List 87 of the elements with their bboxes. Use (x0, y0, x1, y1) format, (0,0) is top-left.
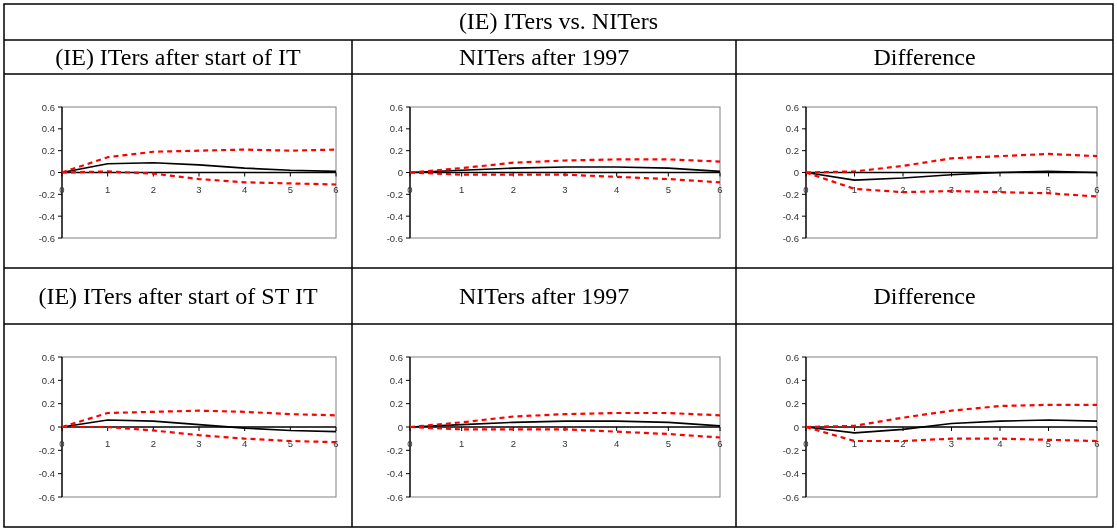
x-tick-label: 1 (105, 183, 111, 195)
y-tick-label: -0.6 (386, 491, 403, 503)
x-tick-label: 4 (614, 438, 620, 449)
x-tick-label: 1 (459, 438, 465, 449)
y-tick-label: -0.6 (782, 232, 799, 244)
y-tick-label: -0.4 (386, 210, 403, 222)
y-tick-label: 0.2 (389, 398, 403, 410)
y-tick-label: 0.2 (389, 145, 403, 157)
x-tick-label: 1 (851, 183, 858, 195)
chart-title: Difference (873, 283, 976, 309)
y-tick-label: -0.6 (38, 232, 55, 244)
chart-title: (IE) ITers after start of IT (55, 44, 302, 70)
y-tick-label: 0 (397, 167, 403, 178)
x-tick-label: 6 (333, 183, 339, 195)
y-tick-label: 0.4 (389, 123, 403, 135)
x-tick-label: 1 (851, 438, 858, 449)
chart-title: Difference (873, 44, 976, 70)
y-tick-label: 0.6 (389, 101, 403, 113)
x-tick-label: 2 (900, 438, 906, 449)
x-tick-label: 0 (59, 438, 65, 449)
y-tick-label: 0.4 (41, 374, 55, 386)
y-tick-label: -0.6 (782, 491, 799, 503)
x-tick-label: 0 (407, 438, 413, 449)
y-tick-label: 0.6 (41, 351, 55, 363)
x-tick-label: 4 (997, 438, 1003, 449)
y-tick-label: -0.4 (386, 468, 403, 480)
chart-title: (IE) ITers after start of ST IT (38, 283, 318, 309)
x-tick-label: 0 (407, 183, 413, 195)
x-tick-label: 3 (196, 438, 202, 449)
y-tick-label: 0.2 (41, 398, 55, 410)
y-tick-label: 0 (49, 421, 55, 433)
y-tick-label: 0.4 (41, 123, 55, 135)
x-tick-label: 1 (105, 438, 111, 449)
y-tick-label: 0 (49, 167, 55, 178)
x-tick-label: 5 (287, 183, 293, 195)
x-tick-label: 5 (665, 183, 671, 195)
x-tick-label: 4 (242, 183, 248, 195)
x-tick-label: 4 (614, 183, 620, 195)
x-tick-label: 4 (242, 438, 248, 449)
y-tick-label: -0.2 (386, 188, 403, 200)
x-tick-label: 6 (1094, 438, 1100, 449)
y-tick-label: 0 (793, 167, 799, 178)
y-tick-label: -0.4 (38, 210, 55, 222)
x-tick-label: 3 (562, 183, 568, 195)
y-tick-label: 0.6 (785, 351, 799, 363)
y-tick-label: 0 (397, 421, 403, 433)
y-tick-label: 0.6 (389, 351, 403, 363)
x-tick-label: 6 (717, 438, 723, 449)
y-tick-label: -0.2 (782, 444, 799, 456)
y-tick-label: 0.4 (785, 123, 799, 135)
y-tick-label: -0.2 (38, 444, 55, 456)
x-tick-label: 3 (196, 183, 202, 195)
x-tick-label: 3 (562, 438, 568, 449)
x-tick-label: 6 (717, 183, 723, 195)
x-tick-label: 1 (459, 183, 465, 195)
y-tick-label: -0.4 (782, 210, 799, 222)
x-tick-label: 5 (665, 438, 671, 449)
y-tick-label: -0.2 (782, 188, 799, 200)
y-tick-label: 0.4 (389, 374, 403, 386)
y-tick-label: -0.6 (386, 232, 403, 244)
y-tick-label: 0.2 (785, 398, 799, 410)
x-tick-label: 2 (510, 438, 516, 449)
y-tick-label: 0 (793, 421, 799, 433)
x-tick-label: 5 (1045, 183, 1052, 195)
y-tick-label: 0.6 (785, 101, 799, 113)
y-tick-label: -0.4 (782, 468, 799, 480)
y-tick-label: -0.4 (38, 468, 55, 480)
y-tick-label: -0.6 (38, 491, 55, 503)
y-tick-label: 0.4 (785, 374, 799, 386)
x-tick-label: 4 (997, 183, 1003, 195)
x-tick-label: 0 (803, 438, 809, 449)
chart-title: NITers after 1997 (458, 283, 630, 309)
y-tick-label: 0.6 (41, 101, 55, 113)
x-tick-label: 2 (510, 183, 516, 195)
y-tick-label: -0.2 (386, 444, 403, 456)
chart-title: NITers after 1997 (458, 44, 630, 70)
x-tick-label: 3 (948, 438, 955, 449)
x-tick-label: 2 (150, 438, 156, 449)
x-tick-label: 0 (803, 183, 809, 195)
y-tick-label: -0.2 (38, 188, 55, 200)
x-tick-label: 2 (150, 183, 156, 195)
text: (IE) ITers vs. NITers (458, 8, 659, 34)
y-tick-label: 0.2 (41, 145, 55, 157)
x-tick-label: 5 (1045, 438, 1052, 449)
y-tick-label: 0.2 (785, 145, 799, 157)
x-tick-label: 0 (59, 183, 65, 195)
x-tick-label: 6 (1094, 183, 1100, 195)
